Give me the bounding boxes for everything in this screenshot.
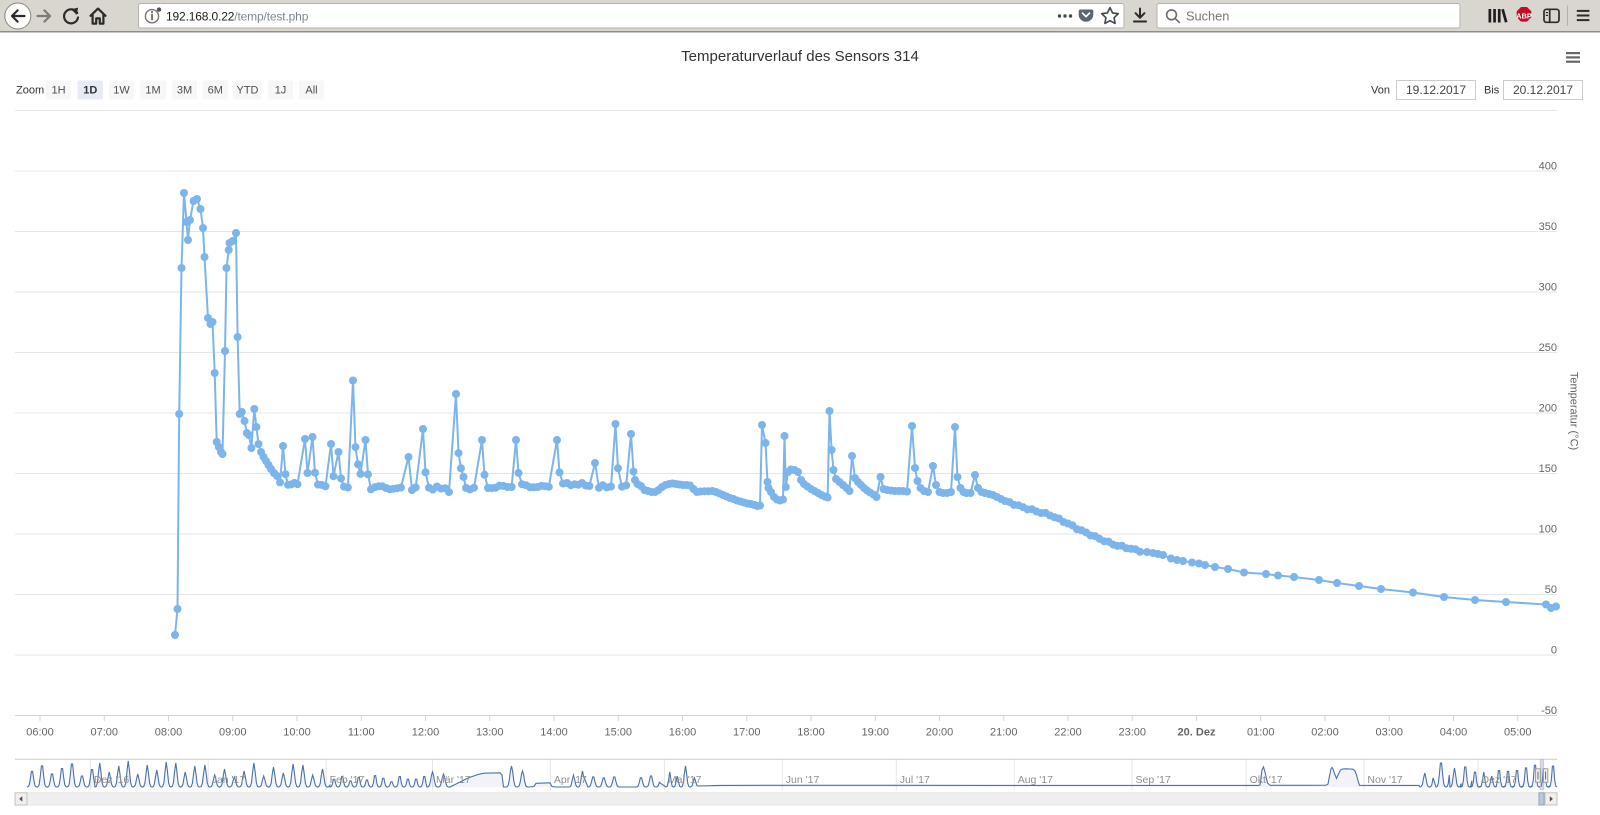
svg-text:All: All bbox=[305, 85, 317, 97]
svg-text:200: 200 bbox=[1539, 403, 1557, 415]
svg-text:Jul '17: Jul '17 bbox=[900, 774, 930, 786]
svg-text:17:00: 17:00 bbox=[733, 727, 761, 739]
svg-text:13:00: 13:00 bbox=[476, 727, 504, 739]
svg-text:06:00: 06:00 bbox=[26, 727, 54, 739]
svg-text:Mai '17: Mai '17 bbox=[668, 774, 702, 786]
svg-text:22:00: 22:00 bbox=[1054, 727, 1082, 739]
svg-text:Okt '17: Okt '17 bbox=[1250, 774, 1283, 786]
svg-text:21:00: 21:00 bbox=[990, 727, 1018, 739]
svg-text:08:00: 08:00 bbox=[155, 727, 183, 739]
svg-text:192.168.0.22/temp/test.php: 192.168.0.22/temp/test.php bbox=[166, 10, 309, 24]
svg-text:Von: Von bbox=[1371, 85, 1390, 97]
svg-text:1W: 1W bbox=[113, 85, 130, 97]
svg-text:10:00: 10:00 bbox=[283, 727, 311, 739]
svg-text:Temperaturverlauf des Sensors: Temperaturverlauf des Sensors 314 bbox=[681, 48, 919, 65]
svg-text:20.12.2017: 20.12.2017 bbox=[1513, 83, 1573, 97]
svg-text:Aug '17: Aug '17 bbox=[1018, 774, 1053, 786]
svg-text:20:00: 20:00 bbox=[926, 727, 954, 739]
svg-text:300: 300 bbox=[1539, 282, 1557, 294]
svg-text:350: 350 bbox=[1539, 221, 1557, 233]
svg-text:23:00: 23:00 bbox=[1118, 727, 1146, 739]
svg-text:Feb '17: Feb '17 bbox=[330, 774, 365, 786]
svg-text:16:00: 16:00 bbox=[669, 727, 697, 739]
svg-text:0: 0 bbox=[1551, 645, 1557, 657]
svg-text:04:00: 04:00 bbox=[1440, 727, 1468, 739]
svg-text:1D: 1D bbox=[83, 85, 97, 97]
svg-text:Jun '17: Jun '17 bbox=[786, 774, 820, 786]
svg-text:18:00: 18:00 bbox=[797, 727, 825, 739]
svg-text:19.12.2017: 19.12.2017 bbox=[1406, 83, 1466, 97]
svg-text:Nov '17: Nov '17 bbox=[1367, 774, 1402, 786]
svg-text:20. Dez: 20. Dez bbox=[1178, 727, 1216, 739]
svg-text:Apr '17: Apr '17 bbox=[554, 774, 587, 786]
svg-text:Dez '16: Dez '16 bbox=[94, 774, 129, 786]
svg-text:19:00: 19:00 bbox=[861, 727, 889, 739]
svg-text:Suchen: Suchen bbox=[1186, 9, 1229, 24]
svg-text:14:00: 14:00 bbox=[540, 727, 568, 739]
svg-text:02:00: 02:00 bbox=[1311, 727, 1339, 739]
svg-text:1H: 1H bbox=[51, 85, 65, 97]
svg-text:-50: -50 bbox=[1541, 705, 1557, 717]
svg-text:150: 150 bbox=[1539, 463, 1557, 475]
svg-text:Sep '17: Sep '17 bbox=[1136, 774, 1171, 786]
svg-text:3M: 3M bbox=[177, 85, 192, 97]
svg-text:07:00: 07:00 bbox=[90, 727, 118, 739]
svg-text:Temperatur (°C): Temperatur (°C) bbox=[1568, 372, 1580, 450]
svg-text:Zoom: Zoom bbox=[16, 85, 44, 97]
svg-text:50: 50 bbox=[1545, 584, 1557, 596]
svg-text:Dez '17: Dez '17 bbox=[1482, 774, 1517, 786]
svg-text:ABP: ABP bbox=[1516, 11, 1532, 20]
svg-text:YTD: YTD bbox=[237, 85, 259, 97]
svg-text:03:00: 03:00 bbox=[1375, 727, 1403, 739]
svg-text:100: 100 bbox=[1539, 524, 1557, 536]
svg-text:Jan '17: Jan '17 bbox=[212, 774, 246, 786]
svg-text:12:00: 12:00 bbox=[412, 727, 440, 739]
svg-text:400: 400 bbox=[1539, 161, 1557, 173]
svg-text:09:00: 09:00 bbox=[219, 727, 247, 739]
svg-text:15:00: 15:00 bbox=[604, 727, 632, 739]
svg-text:1J: 1J bbox=[275, 85, 287, 97]
svg-text:1M: 1M bbox=[145, 85, 160, 97]
svg-text:05:00: 05:00 bbox=[1504, 727, 1532, 739]
svg-text:Bis: Bis bbox=[1484, 85, 1500, 97]
svg-text:Mär '17: Mär '17 bbox=[436, 774, 471, 786]
svg-text:11:00: 11:00 bbox=[348, 727, 375, 739]
svg-text:250: 250 bbox=[1539, 342, 1557, 354]
svg-text:6M: 6M bbox=[208, 85, 223, 97]
svg-text:01:00: 01:00 bbox=[1247, 727, 1275, 739]
